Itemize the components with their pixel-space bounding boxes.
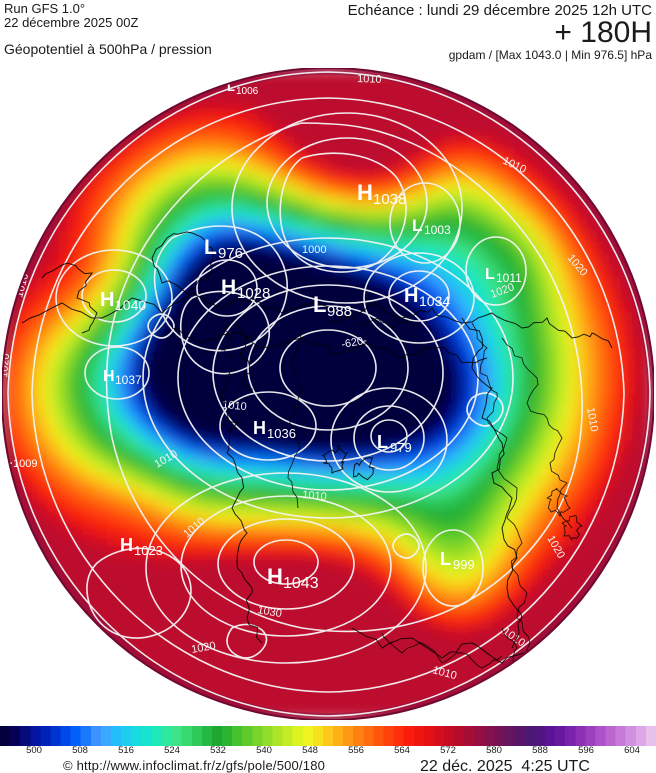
- svg-text:1043: 1043: [283, 575, 319, 592]
- svg-text:H: H: [253, 418, 266, 438]
- svg-text:1009: 1009: [13, 458, 37, 470]
- svg-text:1036: 1036: [267, 426, 296, 441]
- svg-text:L: L: [377, 432, 388, 452]
- svg-text:1010: 1010: [222, 399, 247, 413]
- svg-text:L: L: [440, 549, 451, 569]
- svg-text:1003: 1003: [424, 223, 451, 237]
- svg-text:H: H: [120, 535, 133, 555]
- svg-text:1034: 1034: [419, 293, 450, 309]
- svg-text:1038: 1038: [373, 191, 406, 208]
- svg-text:1037: 1037: [115, 373, 142, 387]
- svg-text:979: 979: [390, 440, 412, 455]
- svg-text:H: H: [100, 289, 114, 311]
- svg-text:1010: 1010: [117, 102, 144, 126]
- svg-text:H: H: [357, 180, 373, 205]
- svg-text:L: L: [412, 216, 422, 235]
- svg-text:H: H: [103, 368, 115, 385]
- svg-text:H: H: [267, 564, 283, 589]
- svg-text:1000: 1000: [302, 244, 326, 256]
- svg-text:1028: 1028: [237, 285, 270, 302]
- svg-text:H: H: [404, 285, 418, 307]
- svg-text:1023: 1023: [134, 543, 163, 558]
- svg-text:976: 976: [218, 245, 243, 262]
- svg-text:999: 999: [453, 557, 475, 572]
- svg-text:L: L: [313, 292, 326, 317]
- svg-text:L: L: [485, 266, 495, 283]
- svg-text:1010: 1010: [357, 73, 382, 86]
- svg-text:1011: 1011: [496, 271, 522, 285]
- svg-text:H: H: [221, 276, 236, 299]
- svg-text:1010: 1010: [302, 489, 327, 503]
- svg-text:L: L: [204, 236, 217, 259]
- svg-text:988: 988: [327, 303, 352, 320]
- svg-text:1006: 1006: [236, 86, 259, 97]
- svg-text:1040: 1040: [115, 297, 146, 313]
